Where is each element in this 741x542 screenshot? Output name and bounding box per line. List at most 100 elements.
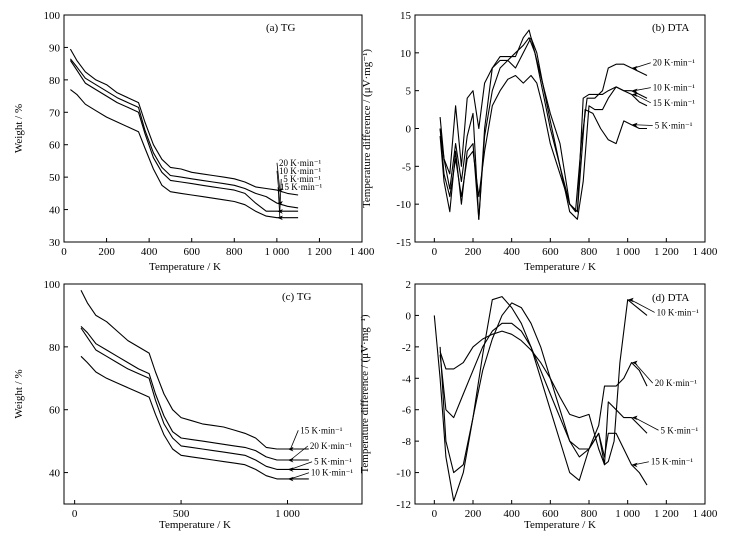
x-tick-label: 600 [542,508,559,520]
annotation-arrowhead [287,476,294,482]
y-tick-label: 40 [49,205,61,217]
x-tick-label: 1 200 [307,246,332,258]
y-tick-label: -15 [396,237,411,249]
y-tick-label: -5 [402,161,412,173]
series-line-0 [439,299,648,466]
x-tick-label: 400 [141,246,158,258]
annotation-arrowhead [287,458,294,463]
plot-frame [63,283,363,505]
annotation-arrow [290,461,313,470]
series-line-0 [439,37,648,220]
y-tick-label: 0 [406,310,412,322]
y-tick-label: 80 [49,342,61,354]
annotation-arrowhead [276,215,283,221]
y-tick-label: 15 [400,10,412,22]
annotation-arrowhead [631,462,638,468]
annotation-label: 15 K·min⁻¹ [300,425,342,435]
annotation-label: 20 K·min⁻¹ [653,58,695,68]
annotation-label: 5 K·min⁻¹ [283,174,321,184]
x-tick-label: 200 [98,246,115,258]
panel-title: (c) TG [282,291,311,303]
x-tick-label: 200 [465,508,482,520]
annotation-arrow [634,62,651,69]
chart-panel-3: 0 200 400 600 800 1 000 1 200 1 400 -12 -10 -8 -6 -4… [359,279,718,531]
annotation-arrowhead [276,188,283,193]
annotation-label: 10 K·min⁻¹ [653,83,695,93]
annotation-arrow [634,124,653,126]
y-axis-label: Weight / % [13,369,25,418]
series-line-2 [80,327,309,470]
x-tick-label: 1 400 [693,246,718,258]
plot-frame [414,283,706,505]
x-tick-label: 0 [61,246,67,258]
x-tick-label: 1 000 [275,508,300,520]
annotation-label: 15 K·min⁻¹ [653,98,695,108]
annotation-arrow [634,461,649,466]
chart-panel-2: 0 500 1 000 40 60 80 100 Temperature / K Weight … [13,279,363,531]
x-tick-label: 500 [173,508,190,520]
x-axis-label: Temperature / K [149,261,221,273]
series-line-3 [70,89,299,219]
x-tick-label: 0 [432,508,438,520]
y-tick-label: -10 [396,199,411,211]
x-tick-label: 600 [183,246,200,258]
x-tick-label: 400 [503,246,520,258]
y-tick-label: 60 [49,405,61,417]
series-line-1 [80,326,309,461]
series-line-1 [439,322,648,450]
y-axis-label: Temperature difference / (μV·mg⁻¹) [359,314,371,473]
y-tick-label: 90 [49,42,61,54]
y-tick-label: -4 [402,373,412,385]
y-axis-label: Weight / % [13,104,25,153]
y-tick-label: 40 [49,468,61,480]
annotation-arrow [276,170,281,204]
y-tick-label: 30 [49,237,61,249]
series-line-1 [439,29,648,213]
annotation-arrowhead [631,88,638,94]
series-line-2 [439,37,648,220]
annotation-arrow [630,299,655,313]
annotation-arrow [634,94,651,104]
annotation-arrow [634,87,651,92]
series-line-2 [69,60,299,212]
annotation-arrowhead [287,467,294,472]
y-tick-label: 5 [406,86,412,98]
x-tick-label: 1 000 [264,246,289,258]
annotation-label: 20 K·min⁻¹ [310,441,352,451]
y-tick-label: 100 [44,10,61,22]
annotation-arrowhead [631,65,638,71]
y-axis-label: Temperature difference / (μV·mg⁻¹) [361,49,373,208]
annotation-arrow [634,362,654,384]
annotation-label: 10 K·min⁻¹ [279,166,321,176]
annotation-label: 15 K·min⁻¹ [651,457,693,467]
x-tick-label: 1 400 [350,246,375,258]
annotation-arrow [290,445,309,461]
y-tick-label: -2 [402,342,411,354]
annotation-arrowhead [287,447,294,452]
x-tick-label: 1 200 [654,246,679,258]
annotation-arrowhead [631,415,638,421]
series-line-1 [69,58,299,209]
y-tick-label: 0 [406,124,412,136]
annotation-label: 5 K·min⁻¹ [314,457,352,467]
series-line-3 [433,296,648,502]
x-tick-label: 1 400 [693,508,718,520]
x-tick-label: 800 [581,508,598,520]
y-tick-label: 100 [44,279,61,291]
annotation-arrowhead [627,297,634,303]
series-line-0 [80,290,309,450]
x-axis-label: Temperature / K [524,519,596,531]
x-axis-label: Temperature / K [159,519,231,531]
y-tick-label: 60 [49,140,61,152]
series-line-3 [80,355,309,480]
y-tick-label: 10 [400,48,412,60]
panel-title: (b) DTA [652,22,689,34]
x-tick-label: 600 [542,246,559,258]
annotation-label: 5 K·min⁻¹ [661,425,699,435]
x-tick-label: 200 [465,246,482,258]
x-tick-label: 1 200 [654,508,679,520]
x-tick-label: 0 [432,246,438,258]
annotation-arrowhead [631,92,638,97]
chart-panel-1: 0 200 400 600 800 1 000 1 200 1 400 -15 -10 -5 0 5 10… [361,10,718,273]
